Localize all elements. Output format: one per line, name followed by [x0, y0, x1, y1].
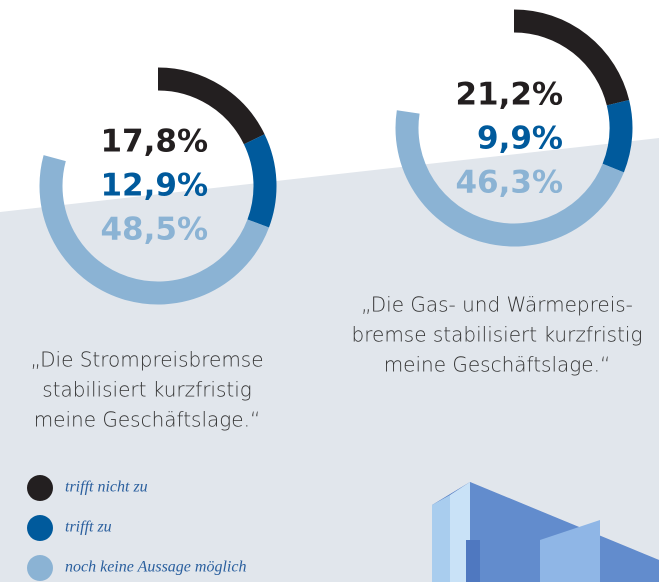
donut-segment — [513, 9, 630, 106]
value-label: 48,5% — [100, 212, 208, 248]
building-illustration — [432, 482, 659, 582]
charts: 17,8% 12,9% 48,5% „Die Strompreisbremse stab… — [30, 9, 643, 432]
donut-segment — [395, 110, 624, 247]
legend-swatch — [27, 515, 53, 541]
legend: trifft nicht zu trifft zu noch keine Aussa… — [27, 475, 246, 581]
chart-caption: stabilisiert kurzfristig — [42, 378, 252, 402]
value-label: 21,2% — [455, 77, 563, 113]
donut-chart: 17,8% 12,9% 48,5% „Die Strompreisbremse stab… — [30, 67, 277, 432]
legend-label: trifft zu — [65, 519, 112, 536]
legend-label: noch keine Aussage möglich — [65, 559, 246, 576]
chart-caption: meine Geschäftslage.“ — [34, 408, 261, 432]
donut-segment — [602, 99, 633, 173]
donut-segment — [157, 67, 265, 145]
donut-chart: 21,2% 9,9% 46,3% „Die Gas- und Wärmepreis-b… — [352, 9, 643, 377]
legend-label: trifft nicht zu — [65, 479, 148, 496]
chart-caption: „Die Gas- und Wärmepreis- — [361, 293, 633, 317]
chart-caption: meine Geschäftslage.“ — [384, 353, 611, 377]
background-band — [0, 138, 659, 582]
value-label: 12,9% — [100, 168, 208, 204]
donut-segment — [243, 134, 277, 228]
chart-caption: bremse stabilisiert kurzfristig — [352, 323, 643, 347]
value-label: 9,9% — [477, 121, 563, 157]
donut-segment — [39, 155, 269, 305]
value-label: 17,8% — [100, 124, 208, 160]
value-label: 46,3% — [455, 165, 563, 201]
legend-swatch — [27, 555, 53, 581]
legend-swatch — [27, 475, 53, 501]
chart-caption: „Die Strompreisbremse — [30, 348, 263, 372]
